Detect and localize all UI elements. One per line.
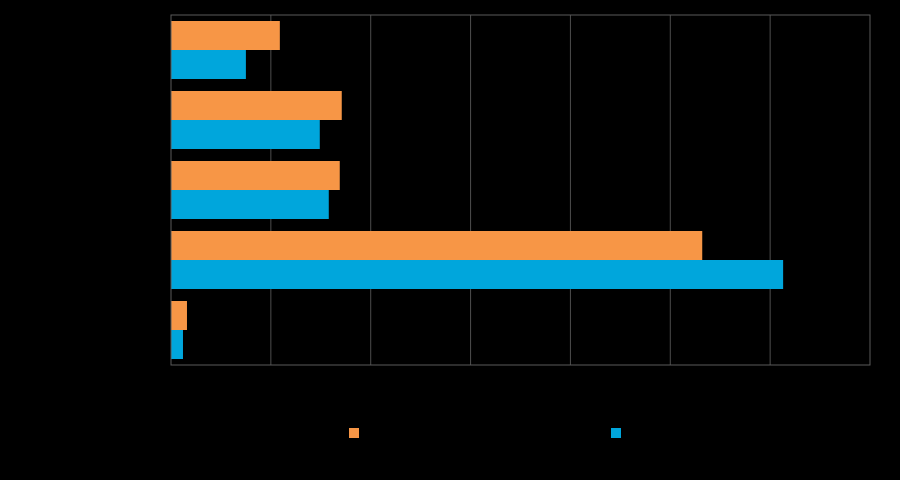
legend [349,428,621,438]
bar-series-2-category-5 [171,330,183,360]
bar-series-1-category-1 [171,20,280,50]
bar-series-2-category-2 [171,120,320,150]
axes [170,14,871,366]
legend-marker-series-1 [349,428,359,438]
legend-marker-series-2 [611,428,621,438]
bar-series-2-category-3 [171,190,329,220]
gridlines [270,15,771,365]
bar-series-1-category-3 [171,160,340,190]
bar-series-1-category-5 [171,300,187,330]
plot-border [170,14,871,366]
bars [171,20,784,360]
bar-series-2-category-1 [171,50,246,80]
bar-series-2-category-4 [171,260,784,290]
bar-series-1-category-2 [171,90,342,120]
bar-series-1-category-4 [171,230,703,260]
